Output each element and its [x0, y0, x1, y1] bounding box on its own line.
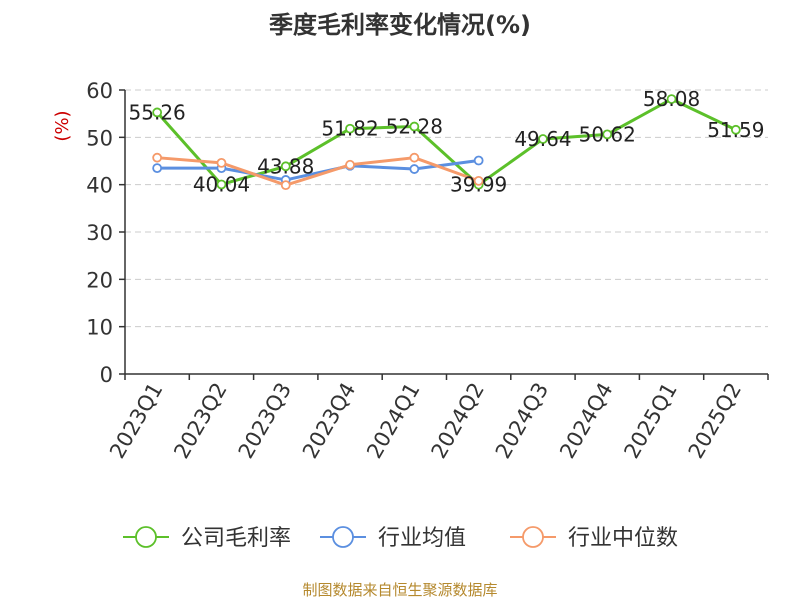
x-tick-label: 2024Q3	[491, 379, 553, 463]
legend-label-2: 行业中位数	[568, 526, 678, 551]
data-point	[730, 124, 741, 135]
x-tick-label: 2025Q1	[619, 379, 681, 463]
x-tick-label: 2023Q3	[234, 379, 296, 463]
data-label: 50.62	[579, 122, 636, 146]
chart-title: 季度毛利率变化情况(%)	[269, 11, 531, 39]
series-layer	[152, 94, 741, 191]
data-label: 43.88	[257, 154, 314, 178]
series-line-1	[157, 159, 479, 182]
y-tick-label: 20	[86, 268, 113, 292]
legend-label-0: 公司毛利率	[181, 526, 291, 551]
data-point	[602, 129, 613, 140]
y-tick-label: 0	[100, 363, 113, 387]
data-point	[345, 123, 355, 134]
data-point	[409, 121, 420, 132]
y-tick-label: 50	[86, 126, 113, 150]
data-point	[666, 94, 677, 104]
data-label: 49.64	[514, 127, 571, 151]
legend-label-1: 行业均值	[378, 526, 466, 551]
data-point	[280, 180, 291, 191]
data-label: 52.28	[386, 115, 443, 139]
data-label: 40.04	[193, 172, 250, 196]
x-tick-label: 2024Q2	[427, 379, 489, 463]
data-label-layer: 55.26 40.04 43.88 51.82 52.28 39.99 49.64 50.62…	[129, 87, 765, 197]
y-tick-label: 60	[86, 79, 113, 103]
data-point	[152, 107, 163, 118]
data-label: 55.26	[129, 100, 186, 124]
data-point	[538, 134, 548, 144]
data-point	[345, 159, 355, 170]
grid-layer	[125, 89, 768, 328]
x-tick-label: 2023Q2	[169, 379, 231, 463]
legend-marker-2	[522, 526, 544, 548]
x-tick-label: 2023Q4	[298, 379, 360, 463]
y-tick-label: 40	[86, 174, 113, 198]
source-note: 制图数据来自恒生聚源数据库	[302, 581, 497, 599]
data-label: 39.99	[450, 173, 507, 197]
data-point	[409, 164, 420, 174]
data-point	[152, 152, 163, 163]
data-point	[216, 179, 227, 190]
data-label: 58.08	[643, 87, 700, 111]
x-tick-label: 2025Q2	[684, 379, 746, 463]
data-point	[409, 152, 420, 163]
legend-marker-1	[332, 526, 354, 548]
data-point	[473, 175, 484, 186]
x-tick-label: 2024Q1	[362, 379, 424, 463]
y-tick-label: 10	[86, 316, 113, 340]
series-line-2	[157, 156, 480, 187]
data-point	[473, 155, 484, 166]
y-axis-label: (%)	[52, 110, 73, 141]
data-label: 51.82	[321, 117, 378, 141]
x-tick-label: 2024Q4	[555, 379, 617, 463]
data-point	[216, 157, 227, 168]
data-label: 51.59	[707, 118, 764, 142]
legend-marker-0	[135, 526, 157, 548]
legend: 公司毛利率 行业均值 行业中位数	[123, 526, 678, 551]
data-point	[280, 161, 291, 172]
x-tick-label: 2023Q1	[105, 379, 167, 463]
y-tick-label: 30	[86, 221, 113, 245]
data-point	[152, 163, 163, 174]
